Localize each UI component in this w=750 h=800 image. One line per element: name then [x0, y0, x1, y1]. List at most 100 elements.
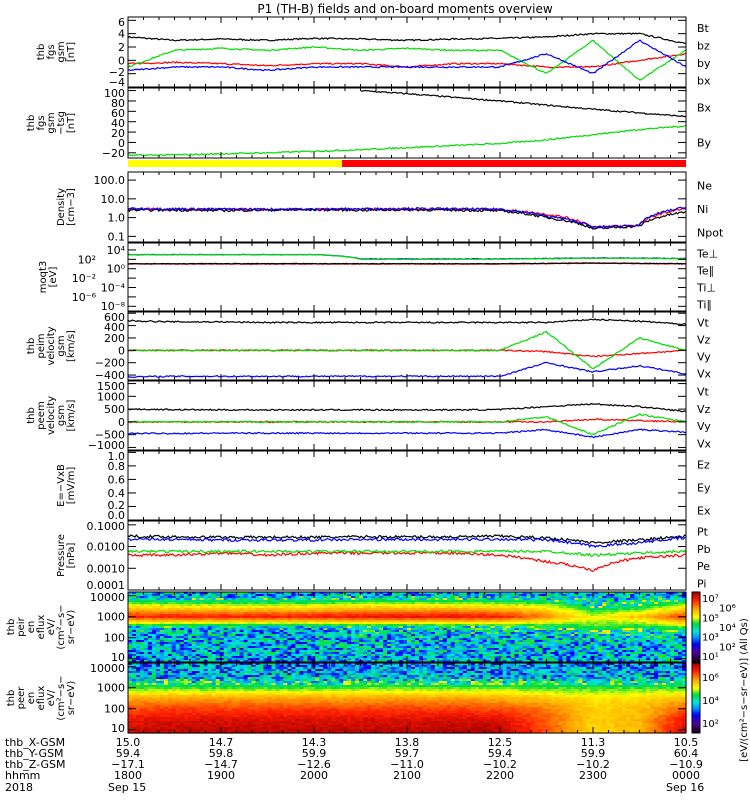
heatmap-cell	[598, 604, 603, 607]
heatmap-cell	[291, 622, 296, 625]
heatmap-cell	[478, 638, 484, 641]
heatmap-cell	[426, 616, 432, 619]
heatmap-cell	[211, 608, 217, 611]
heatmap-cell	[339, 630, 344, 633]
heatmap-cell	[558, 612, 564, 615]
heatmap-cell	[526, 596, 532, 599]
heatmap-cell	[546, 602, 552, 605]
heatmap-cell	[319, 628, 324, 631]
heatmap-cell	[478, 610, 484, 613]
heatmap-cell	[140, 660, 145, 663]
heatmap-cell	[558, 644, 564, 647]
heatmap-cell	[486, 656, 492, 659]
heatmap-cell	[522, 618, 528, 621]
heatmap-cell	[430, 642, 436, 645]
heatmap-cell	[395, 640, 400, 643]
heatmap-cell	[566, 650, 571, 653]
heatmap-cell	[128, 646, 133, 649]
heatmap-cell	[136, 632, 141, 635]
heatmap-cell	[598, 592, 603, 595]
heatmap-cell	[403, 620, 408, 623]
heatmap-cell	[546, 608, 552, 611]
heatmap-cell	[407, 642, 412, 645]
heatmap-cell	[379, 630, 384, 633]
heatmap-cell	[283, 614, 288, 617]
heatmap-cell	[518, 660, 524, 663]
heatmap-cell	[399, 638, 404, 641]
heatmap-cell	[263, 630, 269, 633]
heatmap-cell	[235, 620, 241, 623]
heatmap-cell	[207, 616, 213, 619]
heatmap-cell	[502, 660, 508, 663]
heatmap-cell	[438, 660, 444, 663]
heatmap-cell	[195, 632, 201, 635]
heatmap-cell	[239, 598, 245, 601]
series-line-Vx	[127, 428, 686, 439]
heatmap-cell	[151, 636, 157, 639]
heatmap-cell	[267, 648, 273, 651]
heatmap-cell	[215, 648, 221, 651]
heatmap-cell	[474, 654, 480, 657]
heatmap-cell	[411, 622, 416, 625]
heatmap-cell	[335, 620, 340, 623]
heatmap-cell	[534, 634, 540, 637]
heatmap-cell	[303, 604, 308, 607]
heatmap-cell	[283, 642, 288, 645]
heatmap-cell	[379, 626, 384, 629]
heatmap-cell	[367, 610, 372, 613]
heatmap-cell	[514, 610, 520, 613]
heatmap-cell	[143, 628, 149, 631]
heatmap-cell	[478, 608, 484, 611]
heatmap-cell	[558, 620, 564, 623]
heatmap-cell	[415, 608, 420, 611]
heatmap-cell	[255, 644, 261, 647]
heatmap-cell	[223, 660, 229, 663]
heatmap-cell	[307, 644, 312, 647]
heatmap-cell	[331, 618, 336, 621]
heatmap-cell	[195, 592, 201, 595]
y-tick-label: 10⁻⁸	[101, 300, 126, 313]
heatmap-cell	[594, 630, 599, 633]
heatmap-cell	[295, 620, 300, 623]
heatmap-cell	[303, 656, 308, 659]
heatmap-cell	[128, 632, 133, 635]
heatmap-cell	[191, 648, 197, 651]
heatmap-cell	[215, 618, 221, 621]
heatmap-cell	[343, 640, 348, 643]
heatmap-cell	[203, 608, 209, 611]
heatmap-cell	[403, 630, 408, 633]
heatmap-cell	[283, 604, 288, 607]
heatmap-cell	[183, 654, 189, 657]
heatmap-cell	[387, 658, 392, 661]
heatmap-cell	[514, 620, 520, 623]
heatmap-cell	[554, 606, 560, 609]
heatmap-cell	[159, 630, 165, 633]
heatmap-cell	[530, 652, 536, 655]
heatmap-cell	[351, 594, 356, 597]
heatmap-cell	[502, 630, 508, 633]
heatmap-cell	[227, 652, 233, 655]
heatmap-cell	[271, 608, 277, 611]
heatmap-cell	[235, 640, 241, 643]
heatmap-cell	[494, 634, 500, 637]
heatmap-cell	[155, 618, 161, 621]
heatmap-cell	[279, 626, 285, 629]
heatmap-cell	[450, 636, 456, 639]
heatmap-cell	[159, 612, 165, 615]
heatmap-cell	[518, 632, 524, 635]
heatmap-cell	[339, 616, 344, 619]
heatmap-cell	[247, 630, 253, 633]
heatmap-cell	[494, 648, 500, 651]
heatmap-cell	[438, 644, 444, 647]
heatmap-cell	[151, 634, 157, 637]
heatmap-cell	[474, 614, 480, 617]
heatmap-cell	[311, 610, 316, 613]
heatmap-cell	[422, 608, 428, 611]
heatmap-cell	[143, 626, 149, 629]
heatmap-cell	[215, 632, 221, 635]
heatmap-cell	[371, 640, 376, 643]
heatmap-cell	[542, 602, 548, 605]
heatmap-cell	[542, 646, 548, 649]
heatmap-cell	[171, 608, 177, 611]
heatmap-cell	[578, 652, 583, 655]
